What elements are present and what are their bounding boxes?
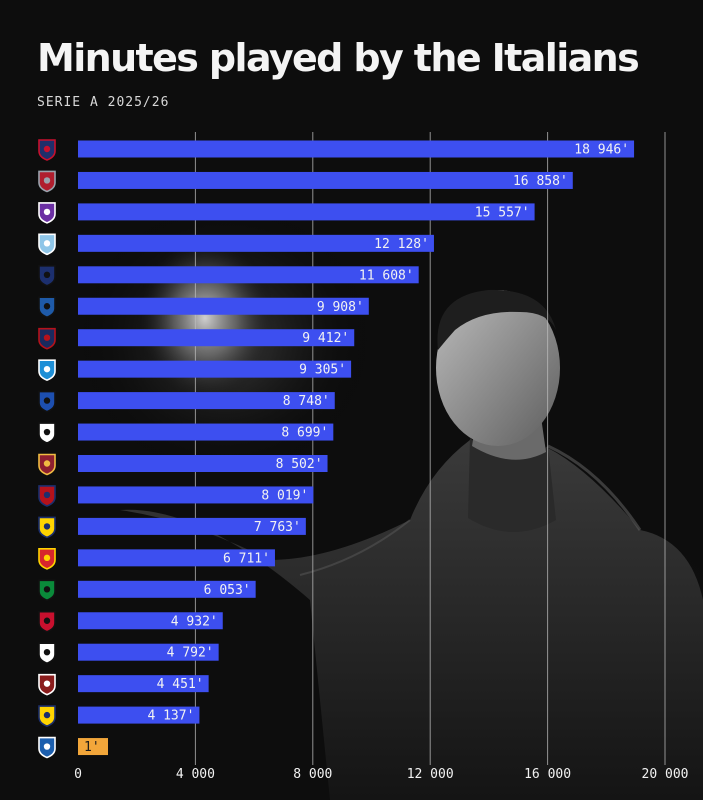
- roma-crest: [38, 453, 56, 476]
- bar: [78, 612, 223, 630]
- bar: [78, 643, 219, 661]
- bar: [78, 580, 256, 598]
- bar: [78, 266, 419, 284]
- lazio-crest: [38, 233, 56, 256]
- bar: [78, 517, 306, 535]
- bar-value-label: 18 946': [574, 143, 629, 158]
- bar-value-label: 6 053': [204, 583, 251, 598]
- bar: [78, 171, 573, 189]
- bar-value-label: 9 412': [302, 331, 349, 346]
- torino-crest: [38, 673, 56, 696]
- chart-subtitle: SERIE A 2025/26: [37, 95, 170, 110]
- verona-crest: [38, 705, 56, 727]
- sassuolo-crest: [38, 579, 56, 602]
- bar: [78, 738, 108, 756]
- x-tick-label: 20 000: [642, 767, 689, 782]
- juventus-crest: [38, 422, 56, 444]
- bar-value-label: 4 792': [167, 646, 214, 661]
- bar-value-label: 8 748': [283, 394, 330, 409]
- napoli-crest: [38, 359, 56, 382]
- bar-value-label: 4 451': [157, 677, 204, 692]
- bar-value-label: 1': [84, 740, 100, 755]
- parma-crest: [38, 516, 56, 539]
- x-tick-label: 4 000: [176, 767, 215, 782]
- bar-value-label: 8 019': [261, 488, 308, 503]
- inter-crest: [38, 390, 56, 413]
- bar-value-label: 15 557': [475, 205, 530, 220]
- bar-value-label: 4 932': [171, 614, 218, 629]
- bar: [78, 392, 335, 410]
- bar: [78, 360, 352, 378]
- bologna-crest: [38, 327, 56, 350]
- x-tick-label: 12 000: [407, 767, 454, 782]
- bar-value-label: 4 137': [147, 709, 194, 724]
- bar-value-label: 11 608': [359, 268, 414, 283]
- bar: [78, 549, 275, 567]
- bar-value-label: 9 908': [317, 300, 364, 315]
- bar-value-label: 8 502': [276, 457, 323, 472]
- chart-title: Minutes played by the Italians: [37, 36, 640, 80]
- bar-value-label: 6 711': [223, 551, 270, 566]
- bar-value-label: 7 763': [254, 520, 301, 535]
- bar: [78, 706, 200, 724]
- bar: [78, 486, 314, 504]
- x-tick-label: 0: [74, 767, 82, 782]
- bar: [78, 675, 209, 693]
- bar: [78, 234, 434, 252]
- bar-value-label: 12 128': [374, 237, 429, 252]
- cremonese-crest: [38, 170, 56, 193]
- pisa-crest: [38, 264, 56, 287]
- fiorentina-crest: [38, 202, 56, 224]
- lecce-crest: [38, 548, 56, 570]
- cagliari-crest: [38, 139, 56, 161]
- como-crest: [38, 736, 56, 759]
- bar: [78, 140, 635, 158]
- bar: [78, 423, 334, 441]
- bar: [78, 455, 328, 472]
- atalanta-crest: [38, 296, 56, 319]
- x-tick-label: 16 000: [524, 767, 571, 782]
- bar-value-label: 16 858': [513, 174, 568, 189]
- x-tick-label: 8 000: [293, 767, 332, 782]
- bar: [78, 297, 369, 315]
- bar: [78, 203, 535, 221]
- genoa-crest: [38, 485, 56, 507]
- udinese-crest: [38, 642, 56, 665]
- bar-value-label: 9 305': [299, 363, 346, 378]
- bar: [78, 329, 355, 347]
- bar-value-label: 8 699': [281, 426, 328, 441]
- milan-crest: [38, 610, 56, 633]
